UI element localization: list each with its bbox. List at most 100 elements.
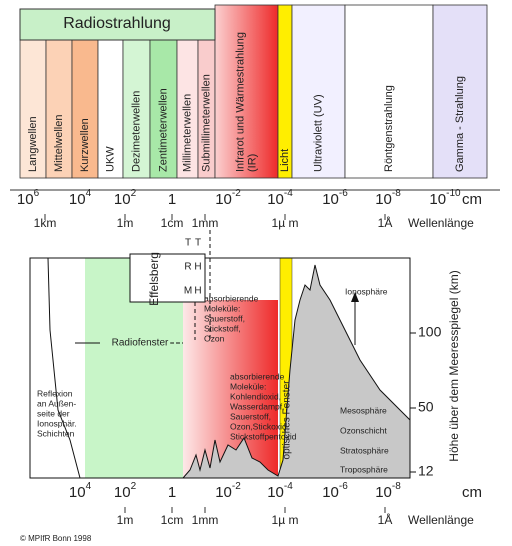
- layer-label: Troposphäre: [340, 464, 388, 474]
- mark-label: 1cm: [161, 513, 184, 527]
- height-tick-label: 12: [418, 463, 434, 479]
- band-label: Millimeterwellen: [181, 94, 193, 172]
- mark-label: 1µ m: [272, 513, 299, 527]
- band-label: Kurzwellen: [79, 118, 91, 172]
- tick-label: 10-4: [267, 481, 293, 501]
- tick-label: 104: [69, 481, 92, 501]
- tick-base: 1: [168, 484, 176, 501]
- band-label: UKW: [104, 146, 116, 172]
- tick-label: 10-4: [267, 188, 293, 208]
- mark-label: 1mm: [192, 513, 219, 527]
- absorber-label: Moleküle:: [230, 381, 266, 391]
- tick-base: 10: [17, 191, 34, 208]
- tick-label: 10-2: [215, 481, 241, 501]
- mark-label: 1Å: [378, 512, 393, 527]
- band-label: Langwellen: [27, 116, 39, 172]
- absorber-label: absorbierende: [204, 293, 259, 303]
- spectrum: Langwellen Mittelwellen Kurzwellen UKW Dezim…: [19, 4, 488, 179]
- optical-window-label: optisches Fenster: [282, 380, 293, 460]
- layer-label: Ozonschicht: [340, 425, 387, 435]
- arrow-head: [351, 292, 359, 302]
- tick-base: 10: [322, 191, 339, 208]
- mark-label: 1mm: [192, 216, 219, 230]
- tick-base: 10: [215, 484, 232, 501]
- band: [19, 39, 47, 179]
- axis-unit: cm: [462, 191, 482, 208]
- mark-label: 1m: [117, 513, 134, 527]
- absorber-label: Kohlendioxid,: [230, 391, 281, 401]
- reflection-label: Schichten: [37, 428, 75, 438]
- reflection-label: seite der: [37, 408, 70, 418]
- tick-exponent: 6: [34, 188, 40, 199]
- tick-label: 10-8: [375, 188, 401, 208]
- tick-exponent: -8: [392, 188, 401, 199]
- tick-exponent: -6: [339, 188, 348, 199]
- band-label: (IR): [246, 154, 258, 172]
- band: [432, 4, 488, 179]
- telescope-code: H: [194, 262, 201, 273]
- tick-exponent: 4: [86, 481, 92, 492]
- band-label: Mittelwellen: [53, 115, 65, 172]
- absorber-label: Stickstoff,: [204, 323, 241, 333]
- tick-base: 10: [267, 484, 284, 501]
- band: [344, 4, 434, 179]
- tick-label: 10-10: [429, 188, 461, 208]
- copyright: © MPIfR Bonn 1998: [20, 534, 92, 543]
- band: [214, 4, 279, 179]
- tick-label: 106: [17, 188, 40, 208]
- height-tick-label: 100: [418, 324, 442, 340]
- band-label: Licht: [279, 149, 291, 172]
- reflection-curve: [47, 257, 81, 479]
- telescope-box: [129, 253, 206, 303]
- band-label: Gamma - Strahlung: [454, 76, 466, 172]
- reflection-label: Ionosphär.: [37, 418, 77, 428]
- tick-label: 10-2: [215, 188, 241, 208]
- telescope-code: H: [194, 286, 201, 297]
- reflection-label: Reflexion: [37, 388, 73, 398]
- reflection-label: an Außen-: [37, 398, 76, 408]
- absorber-label: Ozon: [204, 333, 225, 343]
- tick-label: 1: [168, 191, 176, 208]
- absorber-label: absorbierende: [230, 371, 285, 381]
- tick-base: 1: [168, 191, 176, 208]
- tick-base: 10: [114, 484, 131, 501]
- telescope-code: T: [185, 238, 191, 249]
- tick-exponent: -8: [392, 481, 401, 492]
- radio-header: Radiostrahlung: [63, 15, 171, 32]
- absorber-label: Stickstoffpentoxid: [230, 431, 297, 441]
- band: [45, 39, 73, 179]
- telescope-code: R: [184, 262, 191, 273]
- tick-label: 102: [114, 188, 137, 208]
- telescope: Effelsberg: [147, 252, 161, 306]
- tick-label: 10-6: [322, 481, 348, 501]
- height-tick-label: 50: [418, 399, 434, 415]
- tick-base: 10: [267, 191, 284, 208]
- radio-window-label: Radiofenster: [112, 338, 169, 349]
- axis-label: Wellenlänge: [408, 513, 474, 527]
- tick-exponent: 2: [131, 188, 137, 199]
- tick-label: 104: [69, 188, 92, 208]
- band-label: Infrarot und Wärmestrahlung: [234, 32, 246, 172]
- telescope-code: T: [195, 238, 201, 249]
- tick-exponent: -2: [232, 481, 241, 492]
- telescope-code: M: [184, 286, 192, 297]
- mark-label: 1cm: [161, 216, 184, 230]
- tick-label: 1: [168, 484, 176, 501]
- tick-base: 10: [69, 484, 86, 501]
- tick-label: 10-8: [375, 481, 401, 501]
- absorption-area: [183, 300, 278, 478]
- layer-label: Ionosphäre: [345, 286, 388, 296]
- mark-label: 1Å: [378, 215, 393, 230]
- tick-label: 10-6: [322, 188, 348, 208]
- tick-exponent: 4: [86, 188, 92, 199]
- absorber-label: Sauerstoff,: [204, 313, 245, 323]
- tick-exponent: -2: [232, 188, 241, 199]
- tick-base: 10: [215, 191, 232, 208]
- absorber-label: Sauerstoff,: [230, 411, 271, 421]
- band-label: Ultraviolett (UV): [312, 94, 324, 172]
- tick-base: 10: [375, 484, 392, 501]
- tick-base: 10: [375, 191, 392, 208]
- band-label: Zentimeterwellen: [157, 88, 169, 172]
